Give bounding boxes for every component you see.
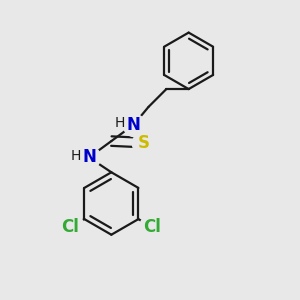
Text: N: N xyxy=(127,116,141,134)
Text: H: H xyxy=(70,149,81,163)
Text: N: N xyxy=(82,148,96,166)
Text: Cl: Cl xyxy=(144,218,161,236)
Text: H: H xyxy=(115,116,125,130)
Text: S: S xyxy=(138,134,150,152)
Text: Cl: Cl xyxy=(61,218,79,236)
